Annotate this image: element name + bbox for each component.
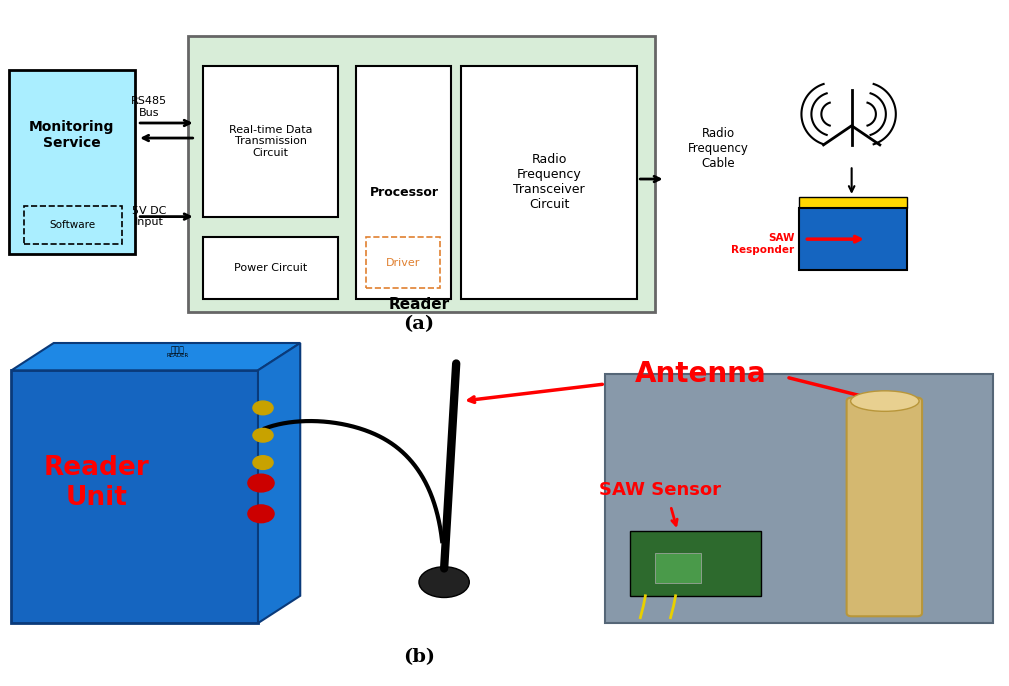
Text: Driver: Driver bbox=[385, 258, 420, 268]
Text: 5V DC
Input: 5V DC Input bbox=[132, 206, 166, 227]
Circle shape bbox=[253, 401, 273, 415]
Text: Software: Software bbox=[49, 220, 96, 230]
FancyBboxPatch shape bbox=[631, 531, 761, 596]
Polygon shape bbox=[11, 343, 301, 370]
Text: Antenna: Antenna bbox=[635, 359, 767, 388]
Text: SAW
Responder: SAW Responder bbox=[732, 233, 794, 255]
Text: RS485
Bus: RS485 Bus bbox=[131, 97, 167, 118]
Text: SAW Sensor: SAW Sensor bbox=[599, 481, 721, 499]
FancyBboxPatch shape bbox=[203, 237, 338, 298]
Text: Reader
Unit: Reader Unit bbox=[44, 455, 150, 511]
Text: Processor: Processor bbox=[369, 186, 438, 199]
Text: (a): (a) bbox=[404, 315, 435, 333]
Text: Radio
Frequency
Cable: Radio Frequency Cable bbox=[687, 127, 749, 169]
FancyBboxPatch shape bbox=[355, 67, 451, 298]
Text: Power Circuit: Power Circuit bbox=[234, 263, 307, 273]
FancyBboxPatch shape bbox=[11, 370, 258, 623]
FancyBboxPatch shape bbox=[799, 198, 907, 209]
Text: 读取器: 读取器 bbox=[171, 345, 185, 355]
FancyBboxPatch shape bbox=[9, 70, 135, 255]
Circle shape bbox=[248, 474, 274, 492]
FancyBboxPatch shape bbox=[847, 398, 922, 616]
Circle shape bbox=[253, 428, 273, 442]
Polygon shape bbox=[258, 343, 301, 623]
Ellipse shape bbox=[419, 567, 469, 598]
FancyBboxPatch shape bbox=[656, 553, 700, 584]
Text: Reader: Reader bbox=[388, 296, 450, 311]
FancyBboxPatch shape bbox=[799, 209, 907, 270]
Text: Radio
Frequency
Transceiver
Circuit: Radio Frequency Transceiver Circuit bbox=[514, 154, 585, 211]
FancyBboxPatch shape bbox=[188, 36, 656, 312]
FancyBboxPatch shape bbox=[461, 67, 638, 298]
Text: (b): (b) bbox=[403, 648, 435, 666]
Ellipse shape bbox=[851, 391, 919, 412]
FancyBboxPatch shape bbox=[203, 67, 338, 217]
Text: Monitoring
Service: Monitoring Service bbox=[29, 119, 114, 150]
Text: READER: READER bbox=[166, 353, 189, 359]
Circle shape bbox=[253, 456, 273, 469]
Circle shape bbox=[248, 505, 274, 523]
Text: Real-time Data
Transmission
Circuit: Real-time Data Transmission Circuit bbox=[229, 125, 313, 158]
FancyBboxPatch shape bbox=[605, 374, 993, 623]
